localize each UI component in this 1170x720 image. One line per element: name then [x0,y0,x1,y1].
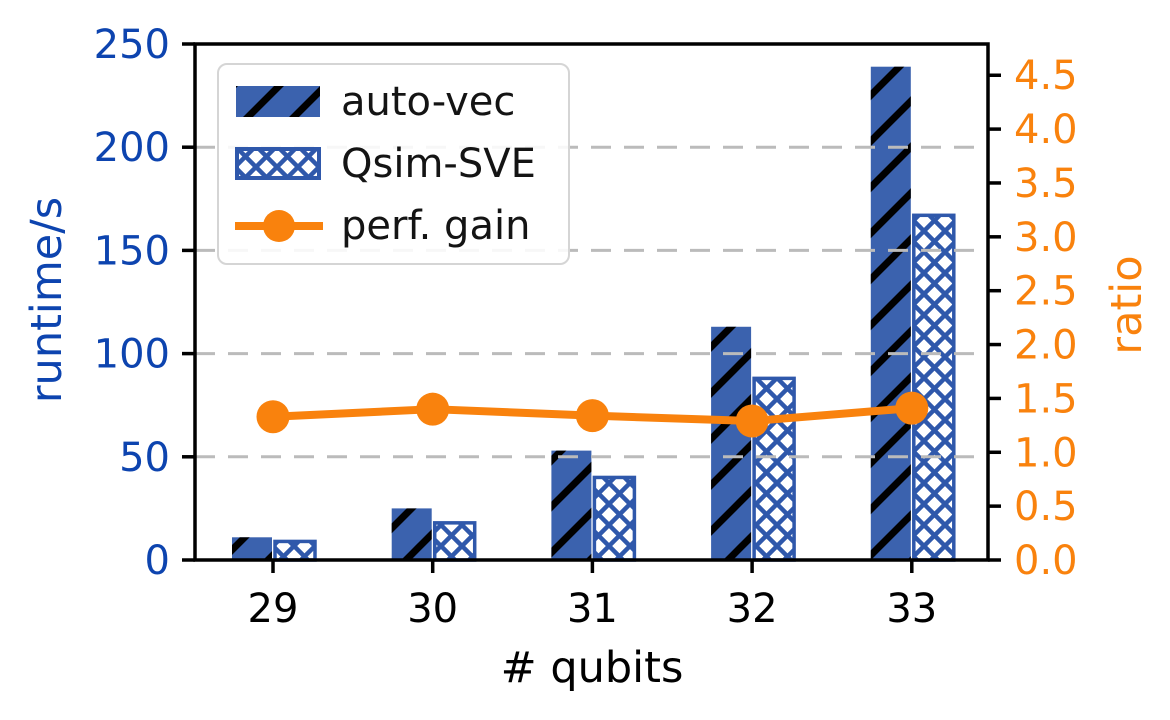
bar-hatch [551,450,592,560]
bar-auto-vec-33 [870,66,911,560]
bar-hatch [232,537,272,560]
bar-hatch [870,66,911,560]
right-tick-label-2.5: 2.5 [1014,269,1078,315]
right-tick-label-2: 2.0 [1014,323,1078,369]
marker-perf-gain-31 [575,399,609,433]
right-tick-label-1: 1.0 [1014,430,1078,476]
x-tick-label-30: 30 [407,586,458,632]
legend-item-auto-vec: auto-vec [235,82,562,122]
bar-hatch [913,215,954,560]
y-axis-title-right: ratio [1102,255,1152,355]
bar-hatch [754,378,795,560]
bar-auto-vec-31 [551,450,592,560]
legend-item-perf-gain: perf. gain [235,206,562,246]
left-tick-label-150: 150 [94,228,170,274]
left-tick-label-200: 200 [94,125,170,171]
right-tick-label-4.5: 4.5 [1014,53,1078,99]
marker-perf-gain-30 [416,392,450,426]
legend-swatch-hatched-bar-icon [236,86,320,117]
right-tick-label-0.5: 0.5 [1014,484,1078,530]
legend-swatch-line-marker-icon [235,210,323,242]
marker-perf-gain-33 [895,391,929,425]
x-tick-label-33: 33 [886,586,937,632]
bar-hatch [711,326,752,560]
x-tick-label-32: 32 [727,586,778,632]
bar-hatch [275,541,315,560]
bar-Qsim-SVE-31 [592,475,637,562]
marker-perf-gain-32 [735,404,769,438]
bar-Qsim-SVE-29 [273,539,317,562]
legend-item-qsim-sve: Qsim-SVE [235,144,562,184]
right-tick-label-3: 3.0 [1014,215,1078,261]
legend-swatch-crosshatch-bar-icon [235,147,321,180]
bar-hatch [434,522,475,560]
left-tick-label-250: 250 [94,22,170,68]
marker-perf-gain-29 [256,400,290,434]
right-tick-label-3.5: 3.5 [1014,161,1078,207]
legend-label: Qsim-SVE [341,141,536,187]
bar-Qsim-SVE-32 [752,376,796,562]
bar-auto-vec-29 [232,537,272,560]
legend: auto-vec Qsim-SVE perf. gain [217,63,570,265]
bar-Qsim-SVE-30 [432,521,477,562]
right-tick-label-1.5: 1.5 [1014,376,1078,422]
y-axis-title-left: runtime/s [22,196,72,404]
x-tick-label-29: 29 [248,586,299,632]
right-tick-label-4: 4.0 [1014,107,1078,153]
bar-auto-vec-30 [391,508,432,560]
bar-hatch [391,508,432,560]
left-tick-label-50: 50 [119,435,170,481]
x-axis-title: # qubits [500,643,684,693]
bar-auto-vec-32 [711,326,752,560]
bar-hatch [594,477,635,560]
x-tick-label-31: 31 [567,586,618,632]
right-tick-label-0: 0.0 [1014,538,1078,584]
legend-label: perf. gain [341,203,531,249]
bar-Qsim-SVE-33 [912,213,956,562]
left-tick-label-0: 0 [145,538,170,584]
left-tick-label-100: 100 [94,332,170,378]
legend-label: auto-vec [341,79,516,125]
